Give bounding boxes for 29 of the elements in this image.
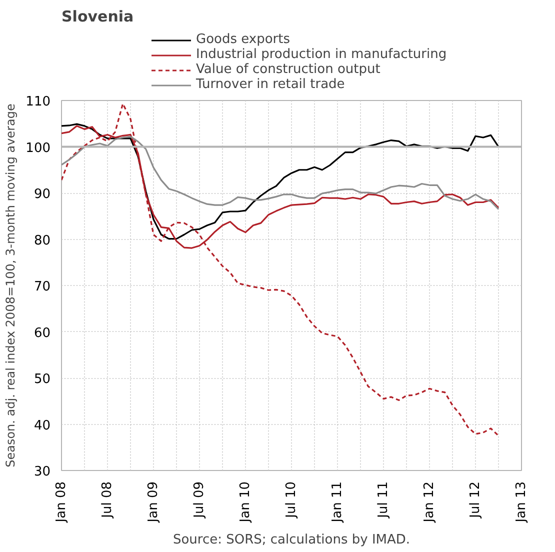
y-tick-label: 90 <box>34 187 51 202</box>
y-tick-label: 70 <box>34 280 51 294</box>
line-series <box>62 102 500 437</box>
x-tick-label: Jul 09 <box>192 482 207 519</box>
y-tick-label: 50 <box>34 372 51 387</box>
legend-label: Turnover in retail trade <box>196 77 345 92</box>
legend-label: Industrial production in manufacturing <box>196 47 447 62</box>
y-tick-label: 100 <box>26 140 51 156</box>
y-tick-label: 60 <box>34 326 51 341</box>
legend-label: Value of construction output <box>196 62 380 77</box>
x-tick-label: Jul 10 <box>284 482 299 519</box>
x-tick-label: Jan 09 <box>146 481 161 524</box>
x-tick-label: Jul 12 <box>468 482 483 519</box>
source-note: Source: SORS; calculations by IMAD. <box>172 532 410 548</box>
y-tick-label: 80 <box>34 233 51 248</box>
x-tick-label: Jan 10 <box>238 481 253 524</box>
chart-title: Slovenia <box>62 8 134 26</box>
x-tick-label: Jul 11 <box>376 482 391 519</box>
x-tick-label: Jan 12 <box>422 481 437 524</box>
x-tick-label: Jan 08 <box>54 481 69 524</box>
y-axis-title: Season. adj. real index 2008=100, 3-month moving average <box>4 104 18 468</box>
legend-label: Goods exports <box>196 32 290 47</box>
y-tick-label: 40 <box>34 418 51 434</box>
x-tick-label: Jul 08 <box>100 482 115 519</box>
x-tick-label: Jan 13 <box>514 481 529 524</box>
x-tick-label: Jan 11 <box>330 481 345 524</box>
y-tick-label: 30 <box>34 464 51 480</box>
line-series <box>62 136 500 210</box>
y-tick-label: 110 <box>26 94 51 110</box>
